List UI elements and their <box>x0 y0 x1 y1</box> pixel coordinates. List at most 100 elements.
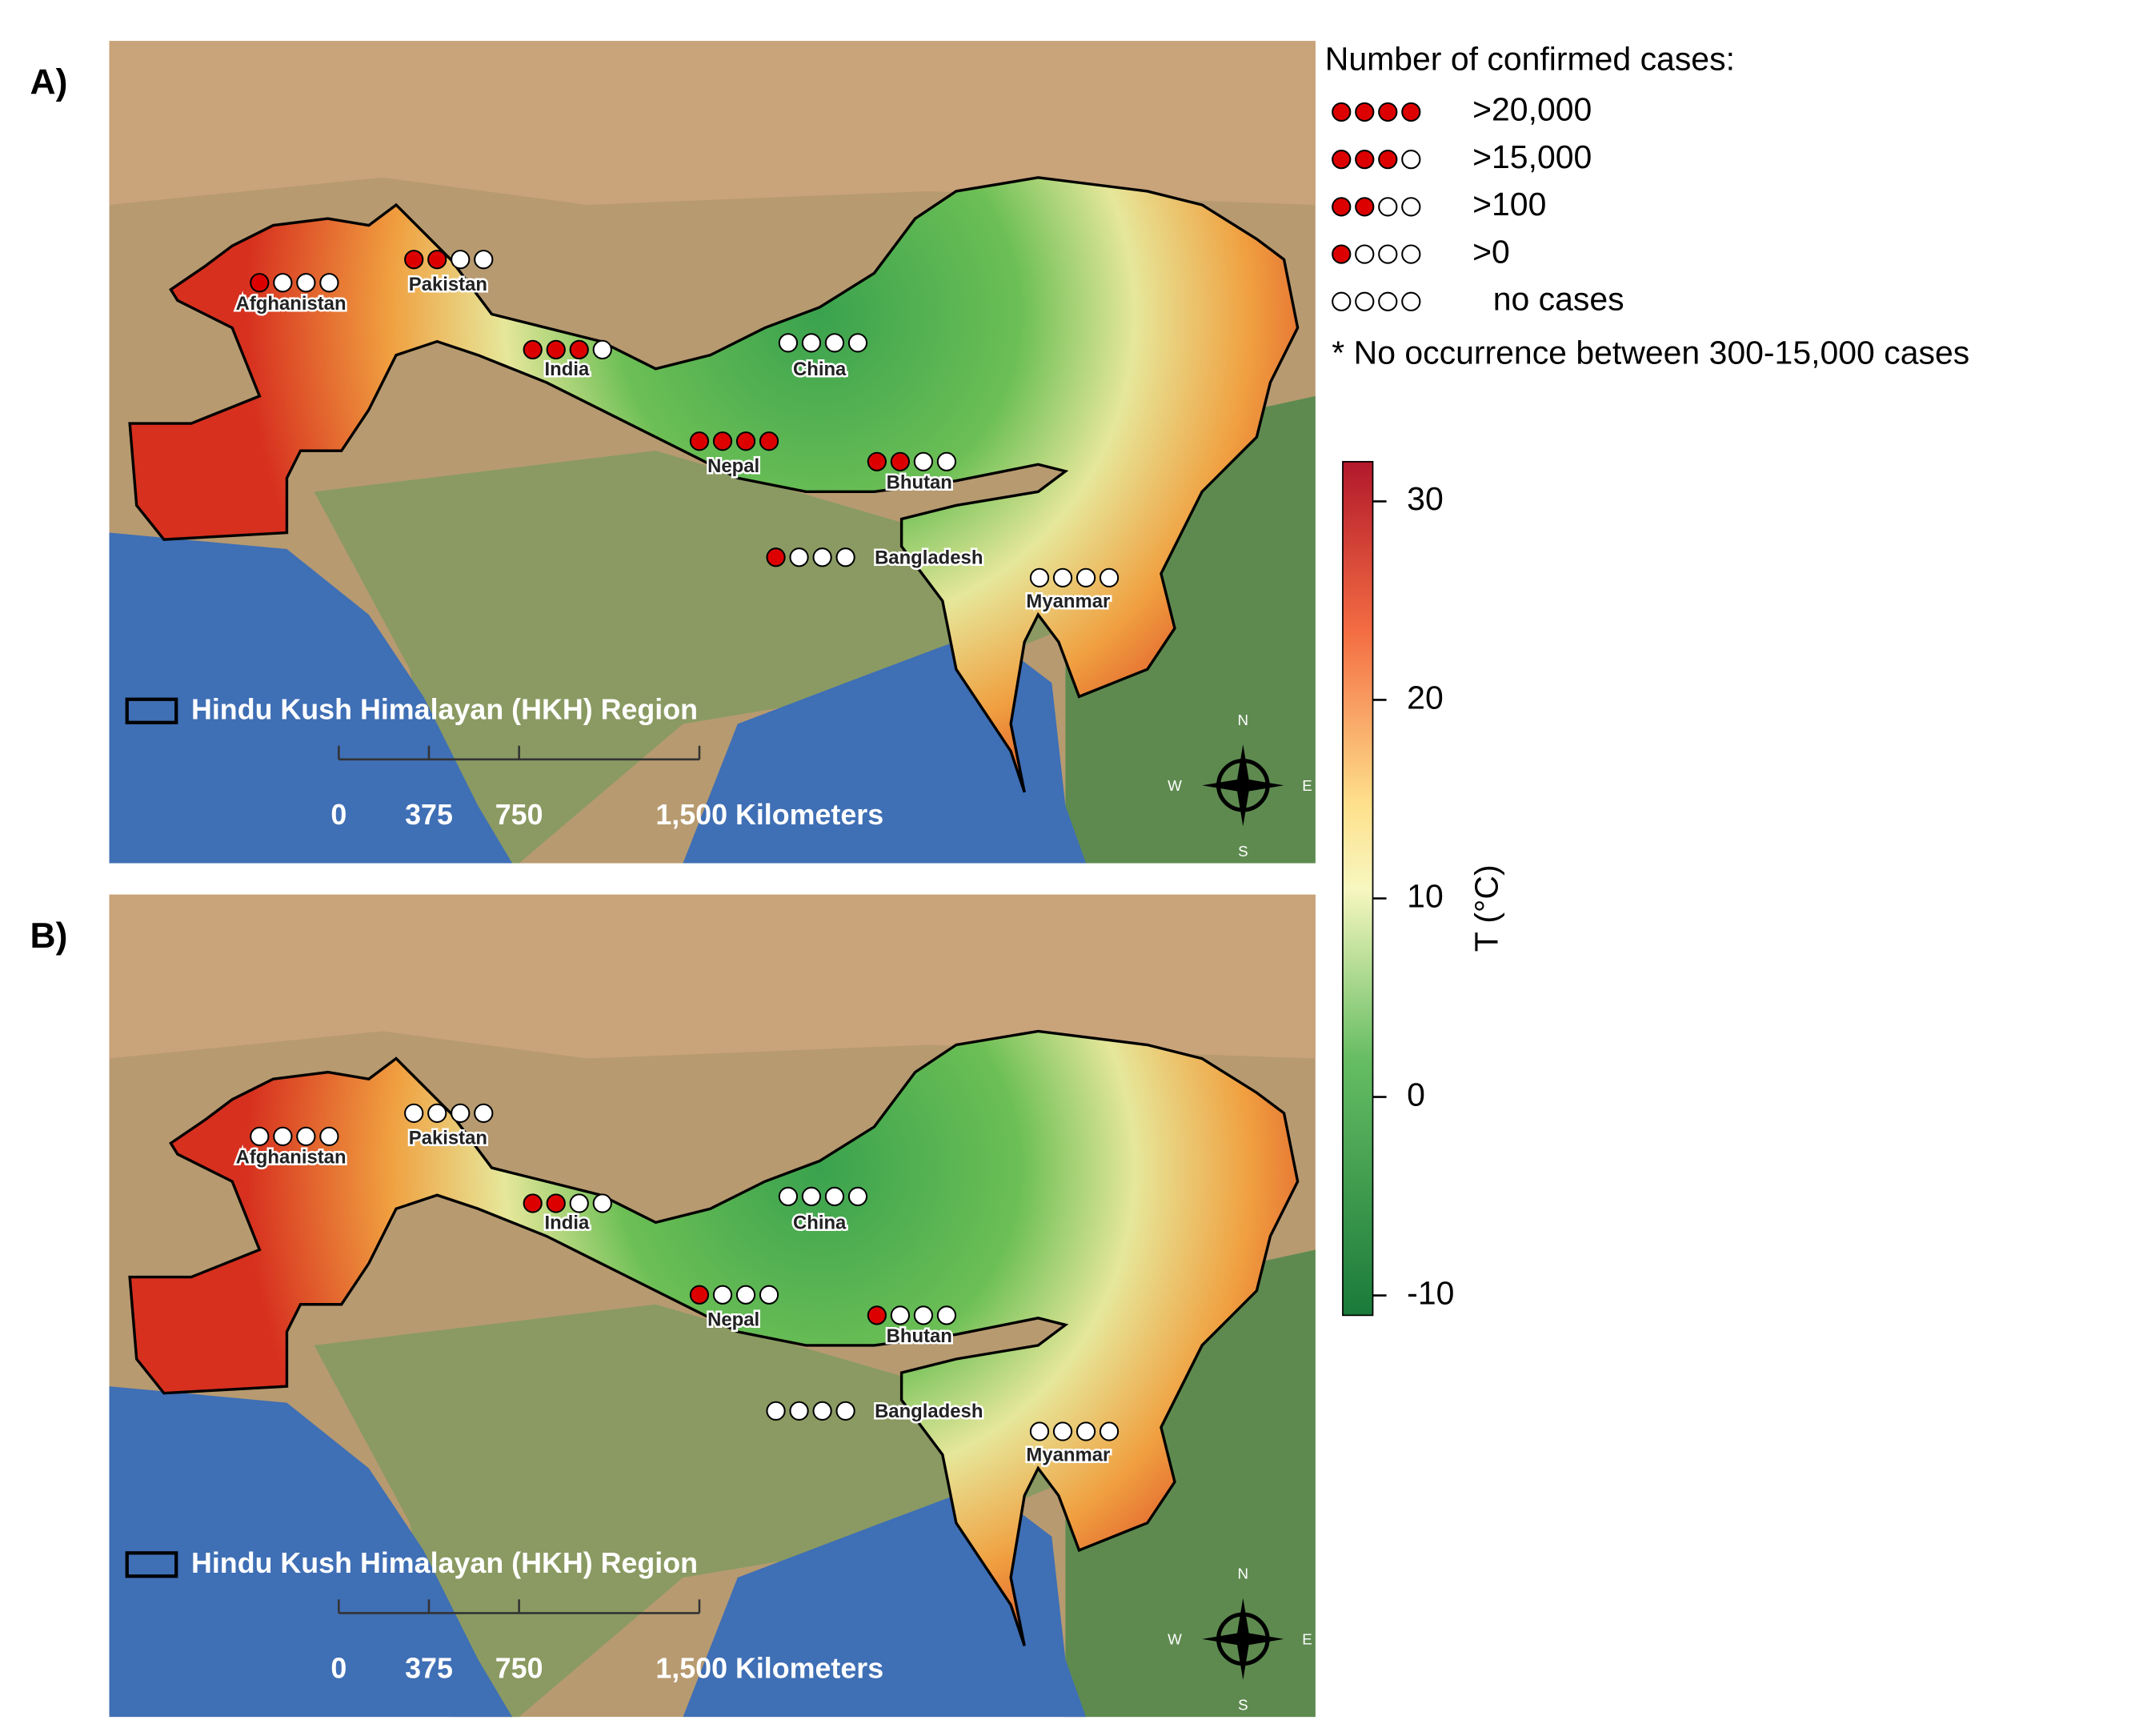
case-dot <box>1378 291 1398 311</box>
case-dot <box>1099 567 1120 587</box>
case-dot <box>759 1285 779 1305</box>
case-dot <box>474 250 494 270</box>
compass-letter: S <box>1238 843 1248 860</box>
case-dot <box>689 1285 710 1305</box>
country-label: China <box>793 1212 847 1233</box>
case-dot <box>835 547 855 567</box>
case-dot <box>812 547 832 567</box>
case-dot <box>936 451 957 471</box>
case-dot <box>824 1186 845 1207</box>
colorbar-label: 10 <box>1407 877 1444 914</box>
colorbar-label: 0 <box>1407 1076 1425 1113</box>
panel-label: A) <box>30 63 68 102</box>
compass-letter: E <box>1302 1630 1312 1647</box>
case-dot <box>689 431 710 451</box>
compass-letter: E <box>1302 777 1312 794</box>
case-dot <box>1378 244 1398 264</box>
country-label: Bhutan <box>887 471 952 493</box>
case-dot <box>546 1193 566 1213</box>
scale-label: 1,500 Kilometers <box>655 1653 883 1685</box>
case-dot <box>913 451 934 471</box>
case-dot <box>1076 1421 1096 1441</box>
country-label: Bhutan <box>887 1325 952 1347</box>
colorbar-title: T (°C) <box>1468 864 1504 952</box>
legend-note: * No occurrence between 300-15,000 cases <box>1332 335 1969 371</box>
case-dot <box>1332 291 1352 311</box>
case-dot <box>1052 567 1073 587</box>
case-dot <box>250 1126 270 1146</box>
case-dot <box>523 1193 543 1213</box>
legend-label: no cases <box>1493 281 1624 318</box>
case-dot <box>1355 244 1375 264</box>
case-dot <box>766 547 786 567</box>
case-dot <box>1332 197 1352 217</box>
case-dot <box>1052 1421 1073 1441</box>
country-label: China <box>793 359 847 380</box>
colorbar-label: 20 <box>1407 679 1444 716</box>
case-dot <box>712 1285 733 1305</box>
region-label: Hindu Kush Himalayan (HKH) Region <box>191 1547 698 1579</box>
case-dot <box>427 1103 447 1123</box>
legend-label: >15,000 <box>1472 138 1592 175</box>
case-dot <box>789 547 809 567</box>
case-dot <box>592 1193 612 1213</box>
case-dot <box>801 1186 822 1207</box>
case-dot <box>1401 102 1421 122</box>
country-label: Pakistan <box>409 274 487 295</box>
case-dot <box>778 333 799 353</box>
case-dot <box>273 1126 293 1146</box>
scale-label: 0 <box>330 1653 346 1685</box>
case-dot <box>1332 102 1352 122</box>
scale-label: 375 <box>405 799 453 831</box>
country-label: Myanmar <box>1026 1444 1110 1465</box>
case-dot <box>451 1103 471 1123</box>
compass-letter: W <box>1168 1630 1182 1647</box>
case-dot <box>592 339 612 359</box>
scale-label: 375 <box>405 1653 453 1685</box>
case-dot <box>835 1401 855 1421</box>
case-dot <box>1355 197 1375 217</box>
case-dot <box>812 1401 832 1421</box>
case-dot <box>1355 291 1375 311</box>
country-label: Nepal <box>707 455 759 477</box>
case-dot <box>847 1186 868 1207</box>
case-dot <box>936 1305 957 1325</box>
case-dot <box>1332 244 1352 264</box>
case-dot <box>427 250 447 270</box>
case-dot <box>867 1305 887 1325</box>
case-dot <box>759 431 779 451</box>
case-dot <box>404 1103 424 1123</box>
case-dot <box>1378 150 1398 170</box>
case-dot <box>1076 567 1096 587</box>
case-dot <box>1355 150 1375 170</box>
legend-label: >0 <box>1472 233 1510 270</box>
colorbar <box>1342 460 1374 1317</box>
case-dot <box>451 250 471 270</box>
colorbar-label: 30 <box>1407 480 1444 517</box>
legend-label: >20,000 <box>1472 91 1592 128</box>
case-dot <box>712 431 733 451</box>
country-label: Bangladesh <box>875 1401 983 1422</box>
case-dot <box>319 1126 339 1146</box>
case-dot <box>273 273 293 293</box>
case-dot <box>1401 150 1421 170</box>
case-dot <box>1099 1421 1120 1441</box>
case-dot <box>867 451 887 471</box>
colorbar-label: -10 <box>1407 1274 1454 1311</box>
country-label: India <box>545 359 590 380</box>
case-dot <box>474 1103 494 1123</box>
case-dot <box>890 1305 911 1325</box>
case-dot <box>890 451 911 471</box>
case-dot <box>1378 197 1398 217</box>
scale-label: 750 <box>495 799 543 831</box>
panel-label: B) <box>30 916 68 956</box>
country-label: Pakistan <box>409 1128 487 1149</box>
case-dot <box>319 273 339 293</box>
country-label: India <box>545 1212 590 1233</box>
case-dot <box>1355 102 1375 122</box>
case-dot <box>789 1401 809 1421</box>
case-dot <box>1401 244 1421 264</box>
legend-title: Number of confirmed cases: <box>1325 41 1735 78</box>
